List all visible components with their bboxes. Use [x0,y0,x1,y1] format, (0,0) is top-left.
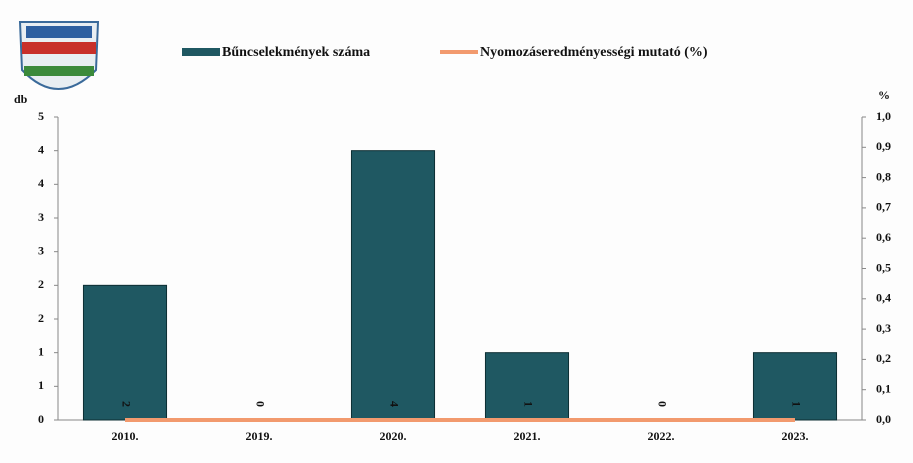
tick-label: 4 [38,176,44,190]
bar [350,150,436,421]
y-axis-title: db [14,92,28,106]
data-label: 4 [387,401,401,407]
tick-label: 0,3 [876,321,891,335]
logo [18,21,100,90]
bar [484,352,570,421]
y2-axis-title: % [878,88,890,102]
x-tick-label: 2010. [112,429,139,443]
x-tick-label: 2021. [514,429,541,443]
x-tick-label: 2022. [648,429,675,443]
tick-label: 2 [38,311,44,325]
tick-label: 3 [38,243,44,257]
data-label: 2 [119,401,133,407]
tick-label: 3 [38,210,44,224]
legend-swatch [182,48,220,56]
tick-label: 0,2 [876,351,891,365]
x-tick-label: 2019. [246,429,273,443]
tick-label: 0 [38,412,44,426]
data-label: 1 [789,401,803,407]
tick-label: 0,7 [876,200,891,214]
tick-label: 1,0 [876,109,891,123]
legend-label: Bűncselekmények száma [222,45,370,60]
tick-label: 5 [38,109,44,123]
tick-label: 0,5 [876,260,891,274]
bar [752,352,838,421]
tick-label: 0,9 [876,139,891,153]
x-tick-label: 2020. [380,429,407,443]
tick-label: 4 [38,142,44,156]
tick-label: 0,6 [876,230,891,244]
tick-label: 1 [38,344,44,358]
tick-label: 0,4 [876,291,891,305]
data-label: 0 [253,401,267,407]
data-label: 0 [655,401,669,407]
tick-label: 2 [38,277,44,291]
data-label: 1 [521,401,535,407]
tick-label: 0,8 [876,169,891,183]
tick-label: 1 [38,378,44,392]
tick-label: 0,1 [876,381,891,395]
bar [82,284,168,421]
tick-label: 0,0 [876,412,891,426]
legend-label: Nyomozáseredményességi mutató (%) [480,45,708,60]
x-tick-label: 2023. [782,429,809,443]
